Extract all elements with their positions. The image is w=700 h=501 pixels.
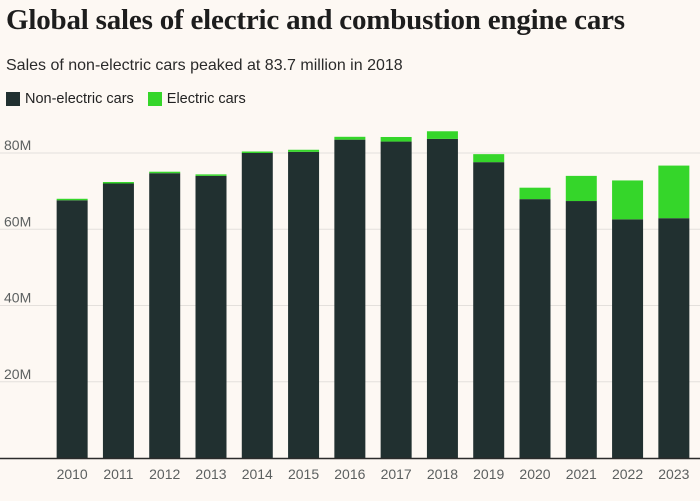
x-tick-label-2016: 2016	[334, 466, 365, 482]
bar-non-electric-2011	[102, 183, 134, 458]
x-tick-label-2017: 2017	[381, 466, 412, 482]
x-tick-label-2021: 2021	[566, 466, 597, 482]
bar-non-electric-2016	[334, 139, 366, 458]
y-tick-label-20: 20M	[4, 366, 31, 382]
x-tick-label-2019: 2019	[473, 466, 504, 482]
bar-electric-2018	[426, 131, 458, 139]
bar-electric-2020	[519, 187, 551, 200]
x-tick-label-2015: 2015	[288, 466, 319, 482]
bar-electric-2010	[56, 198, 88, 201]
legend-label-non-electric: Non-electric cars	[25, 91, 134, 107]
bar-non-electric-2019	[473, 162, 505, 458]
x-tick-label-2018: 2018	[427, 466, 458, 482]
y-tick-label-40: 40M	[4, 290, 31, 306]
bar-non-electric-2014	[241, 153, 273, 458]
legend: Non-electric cars Electric cars	[6, 91, 260, 107]
bar-electric-2012	[149, 171, 181, 174]
bar-electric-2011	[102, 182, 134, 184]
bar-electric-2016	[334, 136, 366, 140]
legend-item-electric: Electric cars	[147, 91, 246, 107]
x-tick-label-2023: 2023	[658, 466, 689, 482]
chart-subtitle: Sales of non-electric cars peaked at 83.…	[6, 57, 403, 74]
bar-non-electric-2010	[56, 200, 88, 458]
bar-non-electric-2012	[149, 173, 181, 459]
bar-electric-2021	[565, 175, 597, 202]
x-tick-label-2010: 2010	[57, 466, 88, 482]
bar-electric-2023	[658, 165, 690, 219]
bar-non-electric-2018	[426, 138, 458, 459]
bar-non-electric-2017	[380, 141, 412, 458]
x-tick-label-2022: 2022	[612, 466, 643, 482]
legend-label-electric: Electric cars	[166, 91, 246, 107]
legend-swatch-non-electric	[6, 92, 20, 106]
bar-electric-2014	[241, 151, 273, 153]
bar-electric-2017	[380, 136, 412, 142]
x-tick-label-2012: 2012	[149, 466, 180, 482]
bar-non-electric-2013	[195, 175, 227, 458]
x-tick-label-2020: 2020	[519, 466, 550, 482]
bar-electric-2022	[612, 180, 644, 220]
y-tick-label-60: 60M	[4, 213, 31, 229]
chart-title: Global sales of electric and combustion …	[6, 4, 625, 36]
x-tick-label-2013: 2013	[195, 466, 226, 482]
bar-non-electric-2021	[565, 201, 597, 458]
x-tick-label-2011: 2011	[103, 466, 133, 482]
y-tick-label-80: 80M	[4, 137, 31, 153]
bar-non-electric-2023	[658, 218, 690, 458]
legend-swatch-electric	[147, 92, 162, 106]
x-tick-label-2014: 2014	[242, 466, 273, 482]
bar-electric-2013	[195, 174, 227, 176]
bar-non-electric-2022	[612, 219, 644, 458]
bar-non-electric-2020	[519, 199, 551, 458]
bar-electric-2019	[473, 154, 505, 163]
legend-item-non-electric: Non-electric cars	[6, 91, 134, 107]
bar-non-electric-2015	[288, 151, 320, 458]
bar-electric-2015	[288, 149, 320, 152]
